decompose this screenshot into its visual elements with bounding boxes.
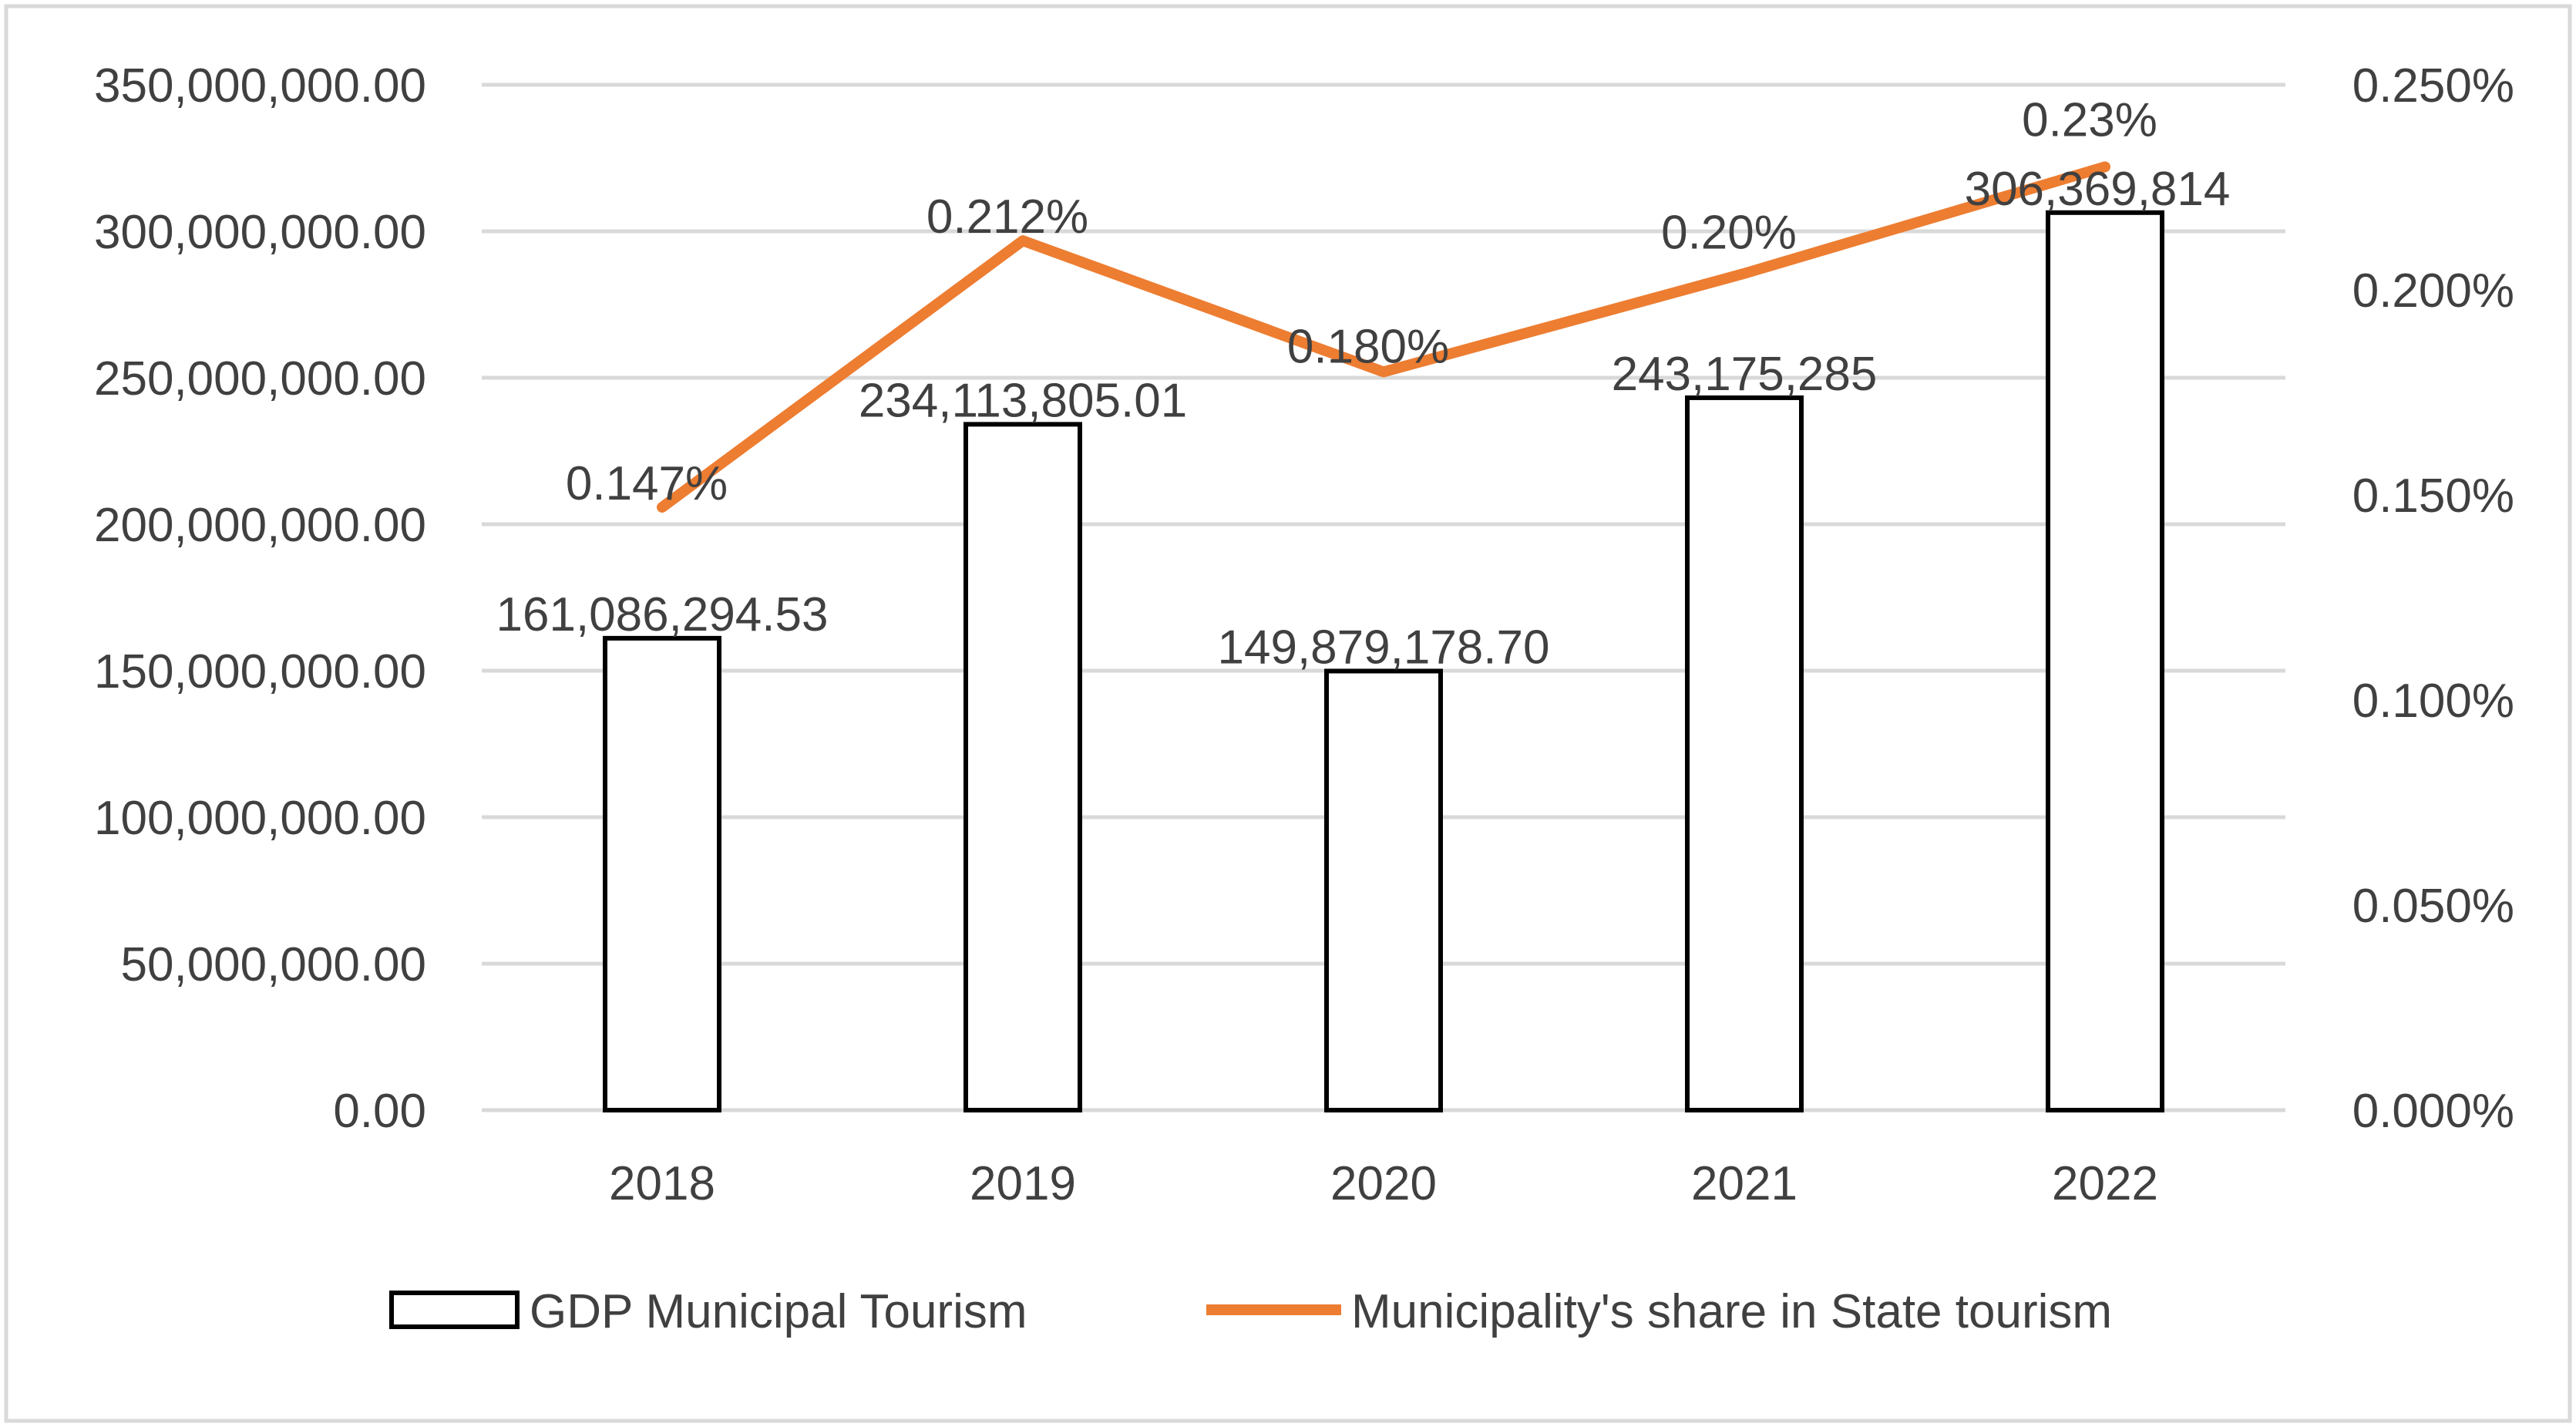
right-tick-label: 0.100% xyxy=(2352,675,2514,728)
right-axis-ticks: 0.000% 0.050% 0.100% 0.150% 0.200% 0.250% xyxy=(2352,59,2514,1138)
line-point xyxy=(2104,166,2106,168)
bar-data-label: 306,369,814 xyxy=(1965,163,2231,216)
bar-series xyxy=(603,210,2164,1113)
left-tick-label: 250,000,000.00 xyxy=(94,352,426,406)
right-tick-label: 0.200% xyxy=(2352,264,2514,318)
bar xyxy=(1324,668,1443,1112)
line-series xyxy=(657,161,2110,513)
line-point xyxy=(661,506,663,508)
right-tick-label: 0.050% xyxy=(2352,880,2514,933)
line-point xyxy=(1744,272,1745,274)
legend-label-line: Municipality's share in State tourism xyxy=(1351,1285,2112,1338)
left-tick-label: 0.00 xyxy=(333,1085,426,1138)
line-data-label: 0.180% xyxy=(1287,320,1449,373)
left-tick-label: 300,000,000.00 xyxy=(94,206,426,259)
data-labels: 161,086,294.53 234,113,805.01 149,879,178.… xyxy=(496,93,2231,674)
right-tick-label: 0.150% xyxy=(2352,469,2514,523)
left-tick-label: 350,000,000.00 xyxy=(94,59,426,113)
x-tick-label: 2021 xyxy=(1691,1157,1797,1210)
line-point xyxy=(1383,371,1384,373)
line-data-label: 0.147% xyxy=(566,457,728,510)
right-tick-label: 0.250% xyxy=(2352,59,2514,113)
line-data-label: 0.20% xyxy=(1661,207,1797,260)
left-tick-label: 50,000,000.00 xyxy=(121,938,427,991)
right-tick-label: 0.000% xyxy=(2352,1085,2514,1138)
bar-data-label: 243,175,285 xyxy=(1612,348,1878,401)
bar-data-label: 161,086,294.53 xyxy=(496,588,829,641)
left-axis-ticks: 0.00 50,000,000.00 100,000,000.00 150,000,0… xyxy=(94,59,426,1138)
left-tick-label: 150,000,000.00 xyxy=(94,645,426,698)
bar xyxy=(963,422,1082,1112)
bar xyxy=(603,635,721,1112)
legend: GDP Municipal Tourism Municipality's sha… xyxy=(389,1285,2112,1338)
x-axis-ticks: 2018 2019 2020 2021 2022 xyxy=(609,1157,2158,1210)
legend-label-bar: GDP Municipal Tourism xyxy=(530,1285,1027,1338)
bar-data-label: 234,113,805.01 xyxy=(859,374,1187,427)
left-tick-label: 100,000,000.00 xyxy=(94,792,426,845)
line-data-label: 0.212% xyxy=(926,190,1088,244)
x-tick-label: 2022 xyxy=(2052,1157,2158,1210)
left-tick-label: 200,000,000.00 xyxy=(94,499,426,552)
gridlines xyxy=(482,82,2285,1112)
bar-data-label: 149,879,178.70 xyxy=(1218,621,1550,674)
legend-swatch-bar xyxy=(389,1291,520,1329)
bar xyxy=(2046,210,2164,1113)
line-point xyxy=(1022,240,1024,242)
x-tick-label: 2019 xyxy=(970,1157,1076,1210)
bar xyxy=(1685,395,1804,1112)
x-tick-label: 2020 xyxy=(1330,1157,1437,1210)
line-data-label: 0.23% xyxy=(2022,93,2157,146)
x-tick-label: 2018 xyxy=(609,1157,715,1210)
